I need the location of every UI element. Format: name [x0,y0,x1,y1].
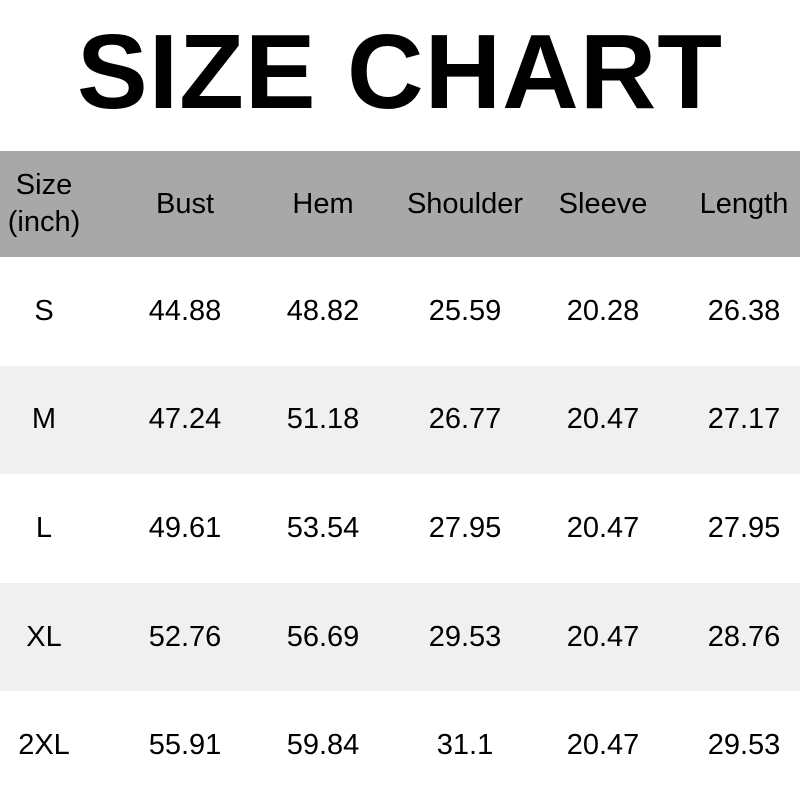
table-row: M 47.24 51.18 26.77 20.47 27.17 [0,365,800,475]
table-cell: M [31,403,57,436]
table-cell: 29.53 [707,729,781,762]
table-cell: 27.17 [707,403,781,436]
column-header: Size (inch) [7,169,81,238]
table-cell: 20.47 [566,511,640,544]
table-cell: 20.47 [566,403,640,436]
column-header: Length [699,187,789,220]
table-cell: 52.76 [148,620,222,653]
table-cell: 51.18 [286,403,360,436]
table-cell: XL [26,620,62,653]
table-cell: 26.38 [707,294,781,327]
size-table: Size (inch) Bust Hem Shoulder Sleeve Length S 4… [0,151,800,800]
table-row: L 49.61 53.54 27.95 20.47 27.95 [0,474,800,583]
table-cell: 59.84 [286,729,360,762]
table-cell: 28.76 [707,620,781,653]
page-title: SIZE CHART [77,13,723,131]
table-cell: 47.24 [148,403,222,436]
column-header: Sleeve [558,187,648,220]
table-cell: 20.47 [566,620,640,653]
table-cell: 27.95 [707,511,781,544]
table-cell: 2XL [18,729,70,762]
table-cell: 55.91 [148,729,222,762]
table-cell: 26.77 [428,403,502,436]
table-row: XL 52.76 56.69 29.53 20.47 28.76 [0,582,800,692]
table-cell: 31.1 [436,729,494,762]
table-row: S 44.88 48.82 25.59 20.28 26.38 [0,257,800,366]
table-row: 2XL 55.91 59.84 31.1 20.47 29.53 [0,691,800,800]
table-cell: 29.53 [428,620,502,653]
table-cell: 56.69 [286,620,360,653]
table-cell: 49.61 [148,511,222,544]
table-cell: L [35,511,53,544]
column-header: Hem [292,187,354,220]
column-header: Shoulder [406,187,524,220]
table-cell: S [34,294,54,327]
table-cell: 48.82 [286,294,360,327]
table-cell: 20.47 [566,729,640,762]
table-cell: 20.28 [566,294,640,327]
table-cell: 53.54 [286,511,360,544]
table-cell: 27.95 [428,511,502,544]
column-header: Bust [155,187,215,220]
table-cell: 25.59 [428,294,502,327]
table-cell: 44.88 [148,294,222,327]
header-row: Size (inch) Bust Hem Shoulder Sleeve Length [0,151,800,257]
